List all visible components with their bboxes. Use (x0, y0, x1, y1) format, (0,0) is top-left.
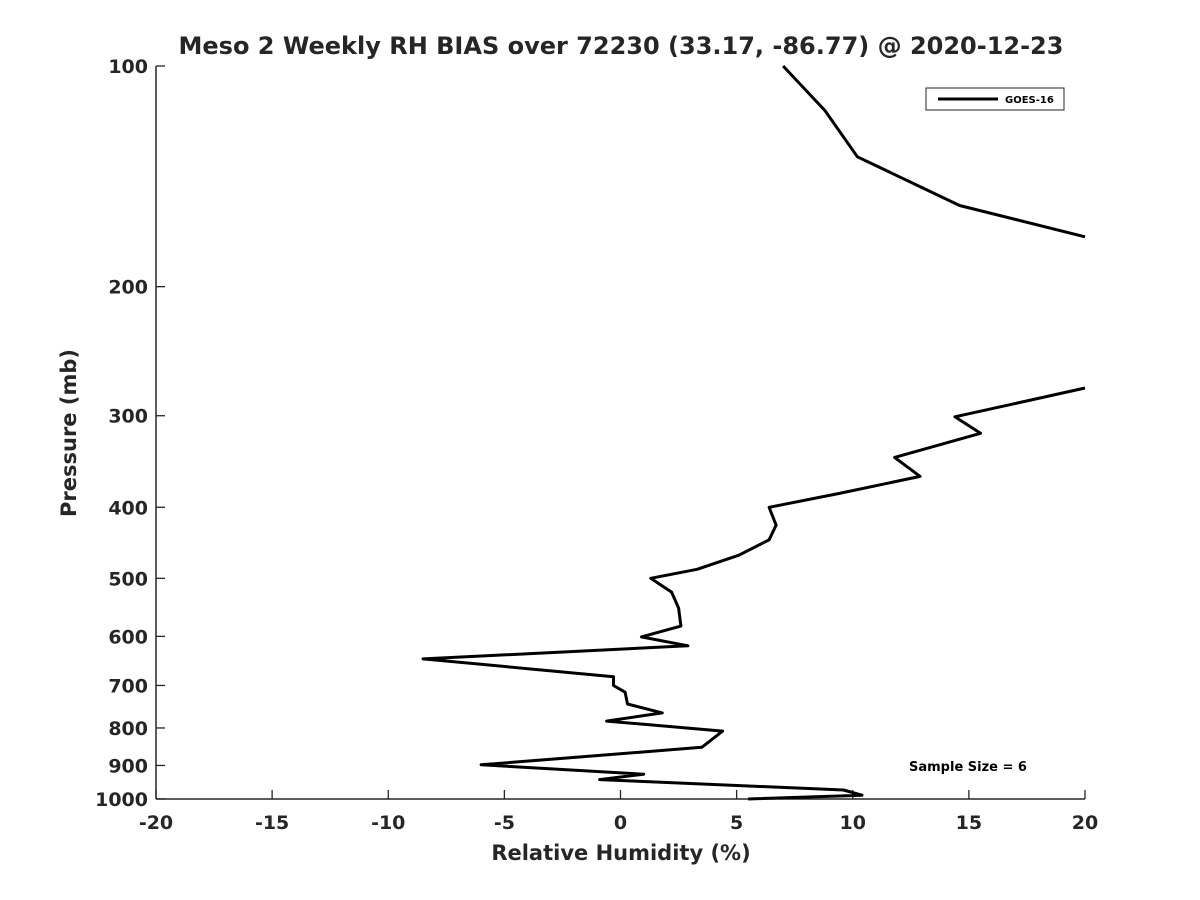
legend-label-goes16: GOES-16 (1005, 95, 1054, 106)
sample-size-note: Sample Size = 6 (909, 760, 1027, 775)
y-axis-ticks: 100 200 300 400 500 600 700 800 900 1000 (95, 56, 165, 811)
x-tick-label: 0 (614, 812, 627, 834)
chart-title: Meso 2 Weekly RH BIAS over 72230 (33.17,… (179, 32, 1064, 60)
y-tick-label: 200 (108, 277, 148, 299)
y-tick-label: 100 (108, 56, 148, 78)
series-line-goes16-segment-2 (421, 386, 1086, 801)
x-tick-label: 15 (956, 812, 982, 834)
series-lines (421, 64, 1086, 801)
x-tick-label: -5 (494, 812, 515, 834)
y-tick-label: 600 (108, 626, 148, 648)
x-tick-label: 5 (730, 812, 743, 834)
y-tick-label: 700 (108, 675, 148, 697)
y-tick-label: 400 (108, 497, 148, 519)
x-tick-label: -15 (255, 812, 289, 834)
y-tick-label: 500 (108, 568, 148, 590)
x-tick-label: 20 (1072, 812, 1098, 834)
y-tick-label: 1000 (95, 789, 148, 811)
x-tick-label: -10 (371, 812, 405, 834)
y-axis-label: Pressure (mb) (57, 349, 81, 517)
x-axis-ticks: -20 -15 -10 -5 0 5 10 15 20 (139, 790, 1098, 834)
x-axis-label: Relative Humidity (%) (491, 841, 750, 865)
x-tick-label: 10 (840, 812, 866, 834)
legend: GOES-16 (925, 87, 1065, 111)
x-tick-label: -20 (139, 812, 173, 834)
y-tick-label: 900 (108, 755, 148, 777)
series-line-goes16-segment-1 (782, 64, 1086, 239)
y-tick-label: 800 (108, 718, 148, 740)
y-tick-label: 300 (108, 406, 148, 428)
